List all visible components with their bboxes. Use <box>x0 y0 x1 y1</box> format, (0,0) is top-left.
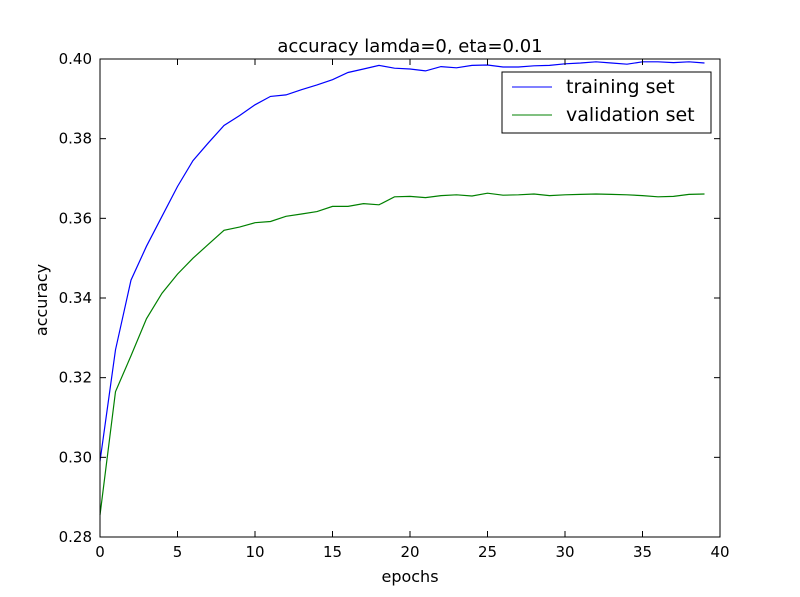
x-tick-label: 30 <box>555 543 574 561</box>
plot-frame <box>99 58 721 538</box>
x-tick-label: 40 <box>710 543 729 561</box>
x-tick-label: 0 <box>95 543 105 561</box>
series-layer <box>99 61 705 516</box>
legend-label-validation-set: validation set <box>566 104 695 126</box>
x-tick-label: 5 <box>173 543 183 561</box>
tick-layer: 0 5 10 15 20 25 30 35 40 0.28 0.30 0.32 0.34 0.36 0.38… <box>59 50 730 561</box>
legend: training set validation set <box>501 71 712 134</box>
y-tick-label: 0.30 <box>59 448 92 466</box>
series-line-validation-set <box>99 192 705 516</box>
x-tick-label: 15 <box>323 543 342 561</box>
x-axis-label: epochs <box>381 567 438 586</box>
plot-area <box>100 59 720 537</box>
series-line-training-set <box>99 61 705 462</box>
y-tick-label: 0.28 <box>59 528 92 546</box>
legend-label-training-set: training set <box>566 76 675 98</box>
x-tick-label: 25 <box>478 543 497 561</box>
y-tick-label: 0.40 <box>59 50 92 68</box>
y-axis-label: accuracy <box>32 264 51 336</box>
x-tick-label: 35 <box>633 543 652 561</box>
chart-title: accuracy lamda=0, eta=0.01 <box>277 36 542 57</box>
y-tick-label: 0.36 <box>59 209 92 227</box>
y-tick-label: 0.38 <box>59 130 92 148</box>
y-tick-label: 0.34 <box>59 289 92 307</box>
y-tick-label: 0.32 <box>59 369 92 387</box>
x-tick-label: 20 <box>400 543 419 561</box>
x-tick-label: 10 <box>245 543 264 561</box>
legend-box <box>501 71 712 134</box>
